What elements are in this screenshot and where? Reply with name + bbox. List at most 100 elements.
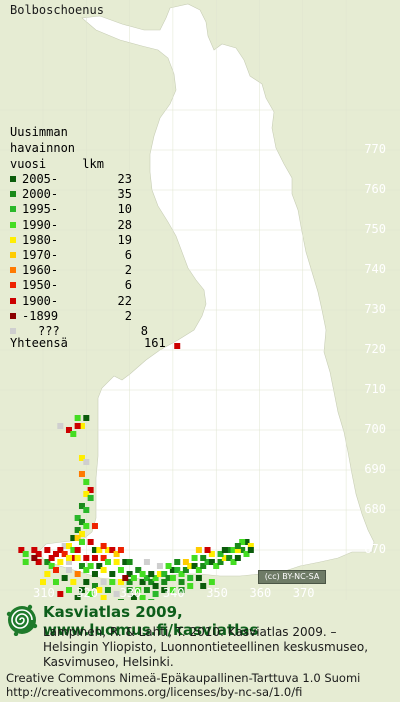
observation-square (169, 575, 176, 581)
observation-square (74, 515, 81, 521)
legend-swatch (10, 191, 16, 198)
observation-square (200, 563, 207, 569)
observation-square (91, 523, 98, 529)
observation-square (234, 555, 241, 561)
observation-square (143, 575, 150, 581)
observation-square (230, 547, 237, 553)
observation-square (83, 523, 90, 529)
legend-total-row: Yhteensä 161 (10, 336, 166, 350)
observation-square (35, 559, 42, 565)
observation-square (52, 567, 59, 573)
legend-row: 1960- 2 (10, 263, 132, 277)
observation-square (152, 591, 159, 597)
observation-square (234, 543, 241, 549)
legend-row: 1900- 22 (10, 294, 132, 308)
observation-square (113, 551, 120, 557)
observation-square (52, 551, 59, 557)
legend-row: -1899 2 (10, 309, 132, 323)
observation-square (65, 555, 72, 561)
observation-square (217, 551, 224, 557)
observation-square (78, 587, 85, 593)
observation-square (104, 547, 111, 553)
observation-squares (18, 343, 254, 600)
observation-square (100, 555, 107, 561)
observation-square (161, 571, 168, 577)
observation-square (113, 559, 120, 565)
y-tick-label: 750 (364, 222, 386, 236)
observation-square (48, 555, 55, 561)
legend-heading: Uusimman havainnon vuosi lkm (10, 125, 104, 171)
legend-row: ??? 8 (10, 324, 148, 338)
observation-square (18, 547, 25, 553)
legend-swatch (10, 221, 16, 228)
legend-row: 1995- 10 (10, 202, 132, 216)
observation-square (91, 583, 98, 589)
observation-square (135, 587, 142, 593)
observation-square (83, 415, 90, 421)
legend-swatch (10, 297, 16, 304)
observation-square (217, 559, 224, 565)
observation-square (182, 567, 189, 573)
cc-license-badge[interactable]: (cc) BY-NC-SA (258, 570, 326, 584)
observation-square (35, 551, 42, 557)
observation-square (96, 547, 103, 553)
y-tick-label: 730 (364, 302, 386, 316)
observation-square (100, 567, 107, 573)
y-tick-label: 760 (364, 182, 386, 196)
legend-label: 1950- (22, 278, 59, 293)
observation-square (221, 547, 228, 553)
observation-square (83, 491, 90, 497)
legend-row: 1990- 28 (10, 218, 132, 232)
observation-square (22, 559, 29, 565)
observation-square (230, 559, 237, 565)
observation-square (208, 559, 215, 565)
observation-square (187, 583, 194, 589)
observation-square (143, 587, 150, 593)
observation-square (243, 551, 250, 557)
observation-square (74, 547, 81, 553)
observation-square (156, 571, 163, 577)
observation-square (70, 547, 77, 553)
legend-count: 28 (117, 217, 132, 232)
map-grid (0, 0, 400, 600)
observation-square (208, 579, 215, 585)
footer-title[interactable]: Kasviatlas 2009, www.luomus.fi/kasviatla… (43, 603, 259, 639)
y-tick-label: 690 (364, 462, 386, 476)
observation-square (156, 563, 163, 569)
observation-square (22, 551, 29, 557)
observation-square (148, 571, 155, 577)
observation-square (200, 583, 207, 589)
observation-square (48, 563, 55, 569)
license-line-1: Creative Commons Nimeä-Epäkaupallinen-Ta… (6, 671, 361, 685)
observation-square (83, 479, 90, 485)
observation-square (247, 543, 254, 549)
observation-square (126, 587, 133, 593)
observation-square (117, 567, 124, 573)
observation-square (52, 579, 59, 585)
citation-line-2: Helsingin Yliopisto, Luonnontieteellinen… (43, 640, 369, 654)
observation-square (65, 587, 72, 593)
legend-label: ??? (38, 324, 60, 338)
observation-square (91, 571, 98, 577)
observation-square (74, 555, 81, 561)
legend-count: 22 (117, 293, 132, 308)
legend-row: 1970- 6 (10, 248, 132, 262)
observation-square (126, 571, 133, 577)
observation-square (139, 595, 146, 600)
y-tick-label: 720 (364, 342, 386, 356)
observation-square (100, 543, 107, 549)
observation-square (78, 519, 85, 525)
legend-row: 1980- 19 (10, 233, 132, 247)
legend-label: 1990- (22, 217, 59, 232)
observation-square (78, 539, 85, 545)
legend-swatch (10, 252, 16, 258)
observation-square (57, 547, 64, 553)
observation-square (61, 551, 68, 557)
legend-label: 1980- (22, 232, 59, 247)
license-url[interactable]: http://creativecommons.org/licenses/by-n… (6, 685, 303, 699)
y-tick-label: 740 (364, 262, 386, 276)
legend-count: 19 (117, 232, 132, 247)
observation-square (78, 503, 85, 509)
observation-square (122, 575, 129, 581)
x-tick-label: 340 (162, 586, 185, 600)
